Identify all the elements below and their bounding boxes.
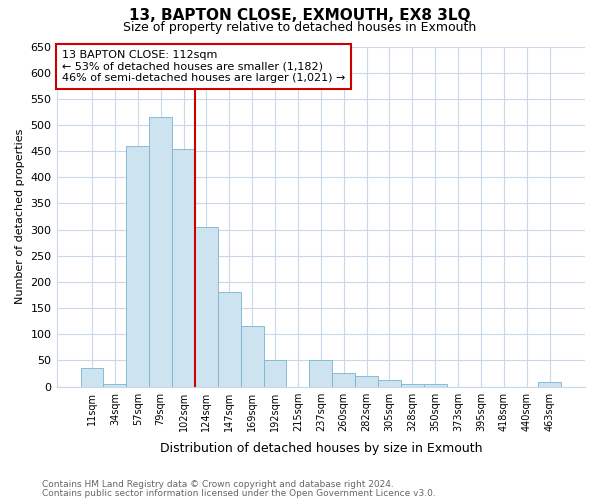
Bar	[355, 376, 378, 386]
Bar	[241, 326, 263, 386]
Y-axis label: Number of detached properties: Number of detached properties	[15, 129, 25, 304]
Bar	[378, 380, 401, 386]
Text: 13, BAPTON CLOSE, EXMOUTH, EX8 3LQ: 13, BAPTON CLOSE, EXMOUTH, EX8 3LQ	[129, 8, 471, 22]
Bar	[424, 384, 446, 386]
Bar	[103, 384, 127, 386]
Bar	[172, 148, 195, 386]
Bar	[401, 384, 424, 386]
Bar	[149, 117, 172, 386]
Bar	[332, 372, 355, 386]
Bar	[127, 146, 149, 386]
Bar	[310, 360, 332, 386]
Bar	[195, 227, 218, 386]
Bar	[538, 382, 561, 386]
Text: Size of property relative to detached houses in Exmouth: Size of property relative to detached ho…	[124, 21, 476, 34]
Text: Contains HM Land Registry data © Crown copyright and database right 2024.: Contains HM Land Registry data © Crown c…	[42, 480, 394, 489]
Bar	[263, 360, 286, 386]
Bar	[80, 368, 103, 386]
Text: 13 BAPTON CLOSE: 112sqm
← 53% of detached houses are smaller (1,182)
46% of semi: 13 BAPTON CLOSE: 112sqm ← 53% of detache…	[62, 50, 345, 83]
Text: Contains public sector information licensed under the Open Government Licence v3: Contains public sector information licen…	[42, 488, 436, 498]
Bar	[218, 292, 241, 386]
X-axis label: Distribution of detached houses by size in Exmouth: Distribution of detached houses by size …	[160, 442, 482, 455]
